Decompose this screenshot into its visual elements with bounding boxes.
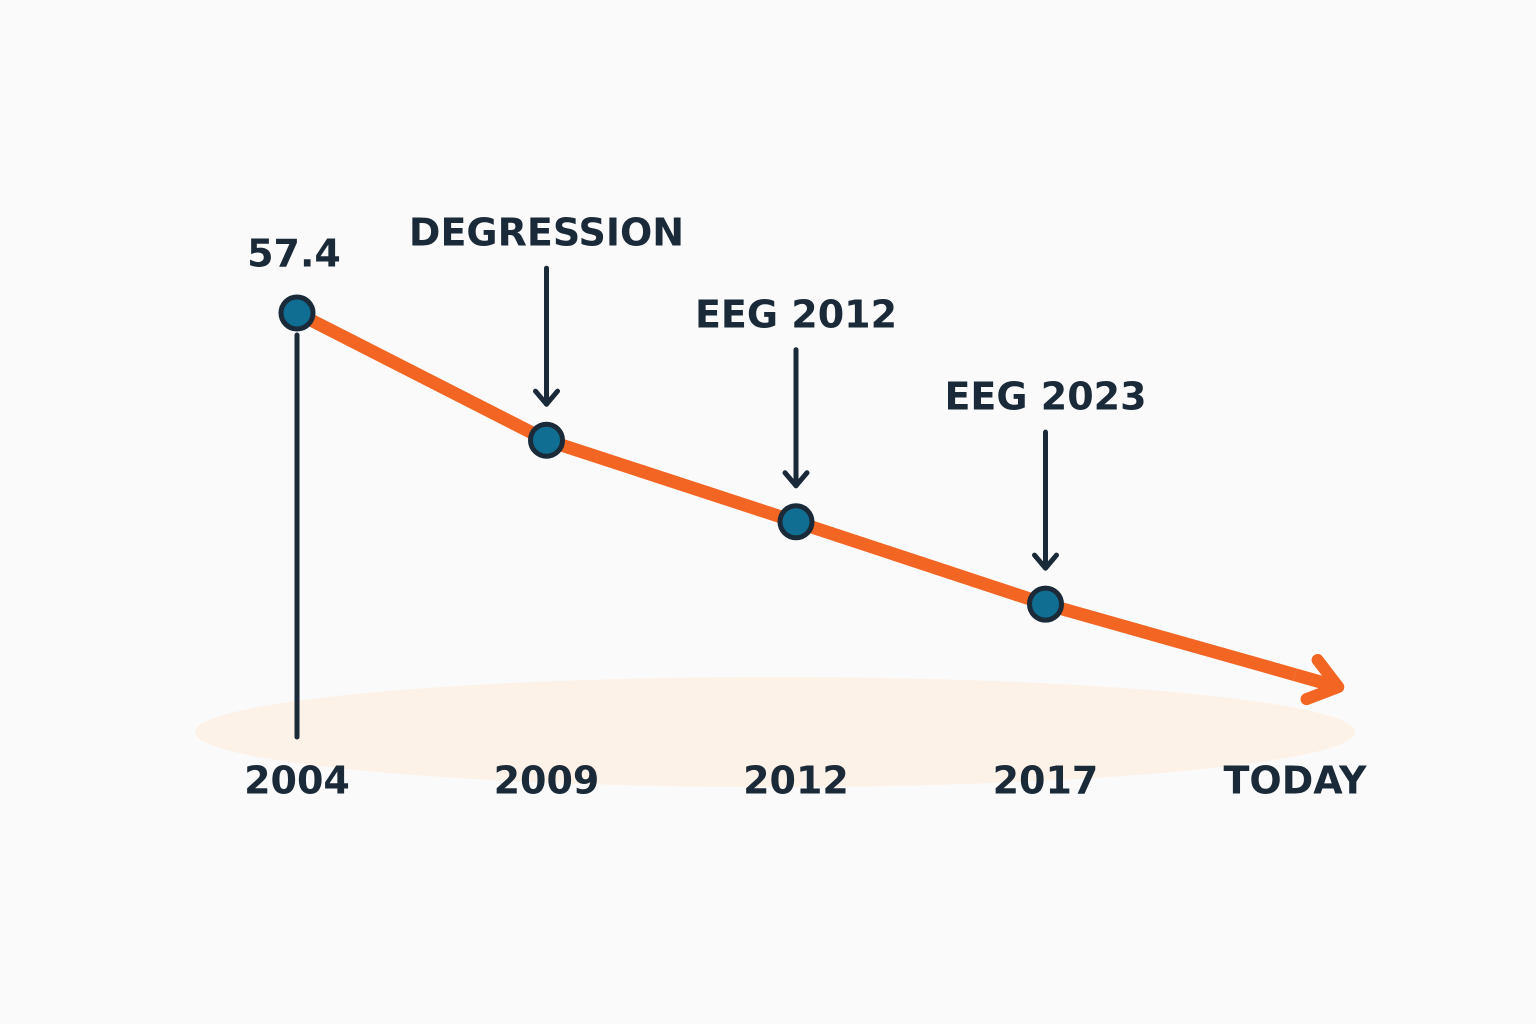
x-tick-label: TODAY [1223, 759, 1367, 803]
x-tick-label: 2009 [494, 759, 600, 803]
point-marker [278, 294, 316, 332]
arrow-head [1300, 653, 1345, 706]
annotation: EEG 2023 [944, 375, 1146, 419]
x-tick-label: 2004 [244, 759, 350, 803]
x-tick-label: 2012 [743, 759, 849, 803]
annotation: EEG 2012 [695, 292, 897, 336]
annotation-arrowhead [533, 388, 560, 407]
annotation-arrowhead [782, 470, 810, 489]
annotation: DEGRESSION [409, 211, 684, 255]
x-tick-label: 2017 [993, 759, 1099, 803]
value-label: 57.4 [247, 232, 341, 276]
ground-shadow [195, 677, 1355, 787]
point-marker [777, 503, 815, 541]
point-marker [528, 421, 565, 459]
point-marker [1027, 585, 1064, 623]
annotation-arrowhead [1032, 552, 1059, 571]
